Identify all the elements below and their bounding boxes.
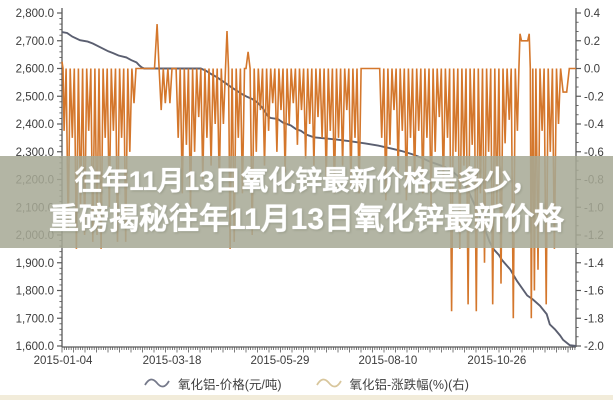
series-line-1 xyxy=(61,24,576,319)
svg-text:1,900.0: 1,900.0 xyxy=(16,258,54,270)
svg-text:1,700.0: 1,700.0 xyxy=(16,313,54,325)
chart-legend: 氧化铝-价格(元/吨) 氧化铝-涨跌幅(%)(右) xyxy=(0,371,613,395)
svg-text:-0.6: -0.6 xyxy=(584,147,604,159)
svg-text:2015-10-26: 2015-10-26 xyxy=(467,355,526,367)
bottom-strip xyxy=(0,395,613,400)
svg-text:1,800.0: 1,800.0 xyxy=(16,286,54,298)
legend-item-change: 氧化铝-涨跌幅(%)(右) xyxy=(315,374,469,393)
svg-text:2015-01-04: 2015-01-04 xyxy=(34,355,93,367)
svg-text:2,500.0: 2,500.0 xyxy=(16,91,54,103)
title-line-2: 重磅揭秘往年11月13日氧化锌最新价格 xyxy=(48,203,565,237)
wave-line-icon xyxy=(144,378,170,388)
svg-text:-1.8: -1.8 xyxy=(584,313,604,325)
legend-item-price: 氧化铝-价格(元/吨) xyxy=(144,374,282,393)
svg-text:0.2: 0.2 xyxy=(584,36,600,48)
wave-line-icon xyxy=(315,378,342,388)
title-line-1: 往年11月13日氧化锌最新价格是多少， xyxy=(74,166,539,197)
svg-text:2,600.0: 2,600.0 xyxy=(16,64,54,76)
svg-text:2,800.0: 2,800.0 xyxy=(16,8,54,20)
svg-text:2015-08-10: 2015-08-10 xyxy=(358,355,417,367)
svg-text:2,400.0: 2,400.0 xyxy=(16,119,54,131)
svg-text:2015-03-18: 2015-03-18 xyxy=(143,355,202,367)
svg-text:-1.4: -1.4 xyxy=(584,258,604,270)
svg-text:-1.6: -1.6 xyxy=(584,286,604,298)
legend-label-price: 氧化铝-价格(元/吨) xyxy=(178,377,282,392)
axes-group xyxy=(57,8,581,353)
svg-text:-0.2: -0.2 xyxy=(584,91,604,103)
svg-text:0.4: 0.4 xyxy=(584,8,601,20)
svg-text:2,700.0: 2,700.0 xyxy=(16,36,54,48)
title-overlay-band: 往年11月13日氧化锌最新价格是多少， 重磅揭秘往年11月13日氧化锌最新价格 xyxy=(0,156,613,248)
legend-label-change: 氧化铝-涨跌幅(%)(右) xyxy=(349,377,469,392)
svg-text:-2.0: -2.0 xyxy=(584,341,604,353)
svg-text:2,300.0: 2,300.0 xyxy=(16,147,54,159)
chart-series-group xyxy=(61,24,577,347)
svg-text:1,600.0: 1,600.0 xyxy=(16,341,54,353)
svg-text:-0.4: -0.4 xyxy=(584,119,604,131)
svg-text:0.0: 0.0 xyxy=(584,64,600,76)
svg-text:2015-05-29: 2015-05-29 xyxy=(251,355,310,367)
